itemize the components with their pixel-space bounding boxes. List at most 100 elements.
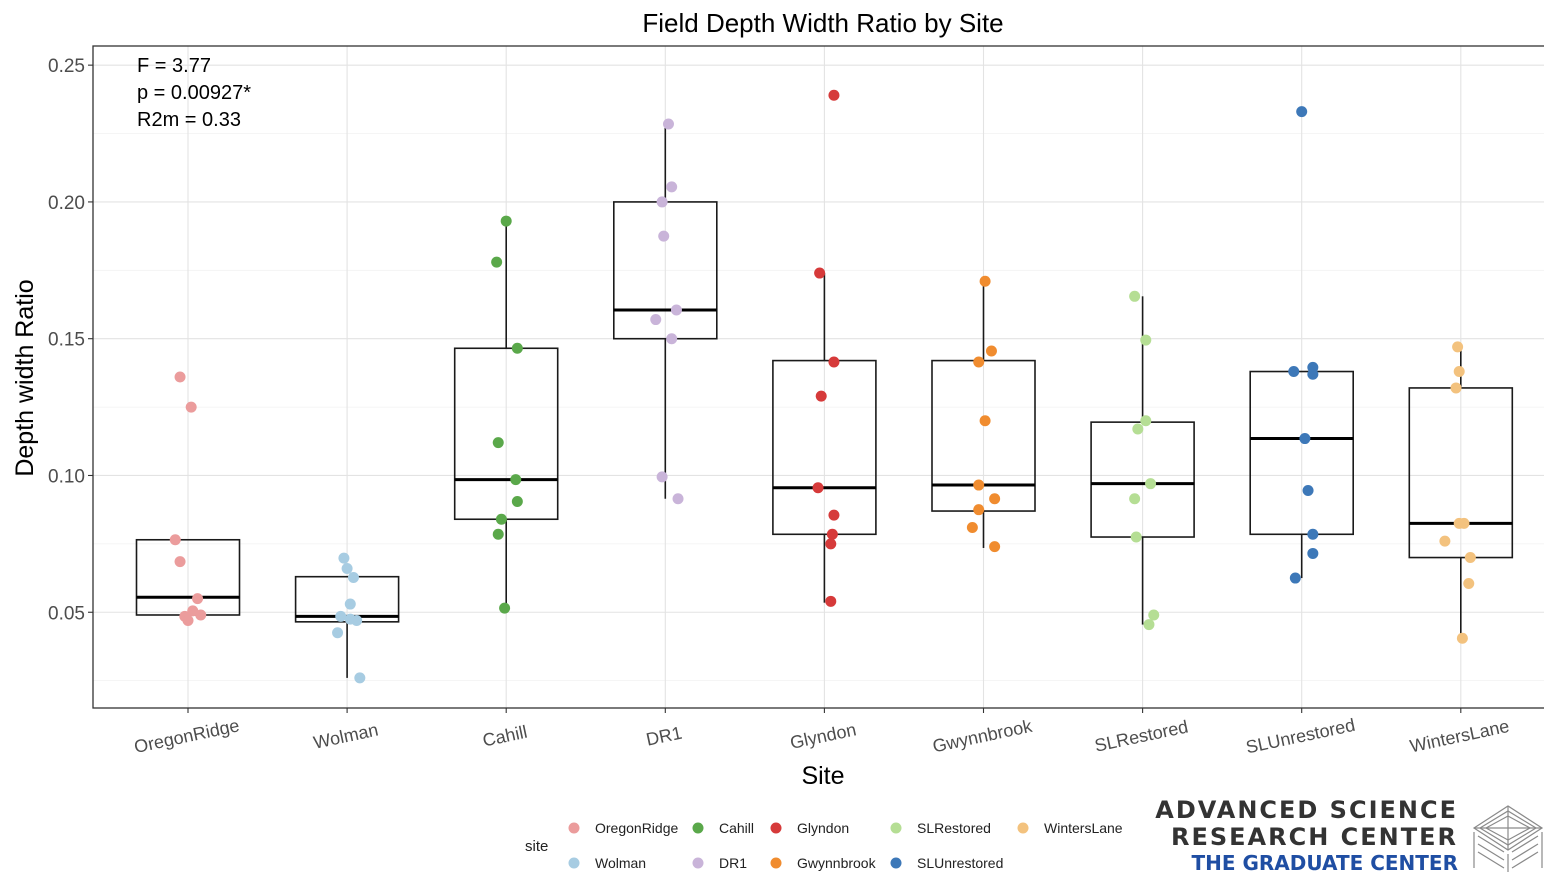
legend-title: site: [525, 838, 548, 855]
data-point: [828, 356, 840, 368]
data-point: [1452, 341, 1464, 353]
legend-item-Cahill: Cahill: [692, 820, 754, 836]
data-point: [1132, 423, 1144, 435]
y-tick-label: 0.15: [48, 330, 85, 351]
data-point: [1439, 535, 1451, 547]
data-point: [1145, 478, 1157, 490]
y-tick-label: 0.05: [48, 603, 85, 624]
data-point: [1464, 552, 1476, 564]
y-axis-label: Depth width Ratio: [11, 279, 39, 476]
data-point: [812, 482, 824, 494]
y-tick-label: 0.25: [48, 56, 85, 77]
data-point: [1289, 572, 1301, 584]
grid-lines: [93, 46, 1544, 708]
data-point: [169, 534, 181, 546]
data-point: [335, 610, 347, 622]
data-point: [341, 562, 353, 574]
x-axis-label: Site: [801, 762, 844, 790]
x-tick-label: Glyndon: [788, 719, 858, 753]
data-point: [1288, 366, 1300, 378]
box-Glyndon: [772, 273, 877, 603]
data-point: [989, 541, 1001, 553]
data-point: [185, 401, 197, 413]
legend-label: SLUnrestored: [917, 855, 1003, 871]
legend-label: Wolman: [595, 855, 646, 871]
legend-swatch: [568, 822, 580, 834]
asrc-logo: ADVANCED SCIENCE RESEARCH CENTER THE GRA…: [1155, 796, 1544, 875]
data-point: [1140, 415, 1152, 427]
legend-item-OregonRidge: OregonRidge: [568, 820, 678, 836]
data-point: [338, 552, 350, 564]
data-point: [814, 267, 826, 279]
x-tick-label: SLRestored: [1093, 716, 1190, 755]
logo-text-line2: RESEARCH CENTER: [1170, 823, 1458, 851]
data-point: [510, 474, 522, 486]
data-point: [1140, 334, 1152, 346]
data-point: [1129, 493, 1141, 505]
data-point: [1130, 531, 1142, 543]
legend-label: WintersLane: [1044, 820, 1123, 836]
legend-label: SLRestored: [917, 820, 991, 836]
data-point: [492, 437, 504, 449]
y-tick-label: 0.10: [48, 466, 85, 487]
data-point: [1307, 368, 1319, 380]
x-axis-ticks: OregonRidge Wolman Cahill DR1 Glyndon Gwynnbr…: [132, 708, 1511, 757]
stat-r2m-value: R2m = 0.33: [137, 109, 241, 131]
data-point: [195, 609, 207, 621]
legend-label: DR1: [719, 855, 747, 871]
data-point: [656, 196, 668, 208]
data-point: [1302, 485, 1314, 497]
legend-item-Glyndon: Glyndon: [770, 820, 849, 836]
chart-title: Field Depth Width Ratio by Site: [642, 8, 1003, 38]
data-point: [174, 371, 186, 383]
data-point: [828, 89, 840, 101]
data-point: [495, 513, 507, 525]
data-point: [344, 598, 356, 610]
logo-text-line1: ADVANCED SCIENCE: [1155, 796, 1458, 824]
logo-text-line3: THE GRADUATE CENTER: [1191, 851, 1458, 875]
data-point: [1129, 290, 1141, 302]
x-tick-label: Gwynnbrook: [931, 716, 1035, 757]
x-tick-label: WintersLane: [1408, 716, 1511, 757]
legend-item-WintersLane: WintersLane: [1017, 820, 1123, 836]
legend-label: Gwynnbrook: [797, 855, 877, 871]
data-point: [499, 602, 511, 614]
box-DR1: [612, 123, 718, 499]
data-point: [1456, 632, 1468, 644]
data-point: [1307, 528, 1319, 540]
data-point: [815, 390, 827, 402]
data-point: [1450, 382, 1462, 394]
legend-swatch: [770, 822, 782, 834]
data-point: [672, 493, 684, 505]
legend-label: OregonRidge: [595, 820, 678, 836]
box-iqr: [772, 359, 877, 536]
data-point: [192, 593, 204, 605]
data-point: [979, 415, 991, 427]
x-tick-label: DR1: [644, 723, 683, 750]
data-point: [174, 556, 186, 568]
data-point: [491, 256, 503, 268]
data-point: [182, 614, 194, 626]
data-point: [826, 528, 838, 540]
data-point: [670, 304, 682, 316]
legend-item-Gwynnbrook: Gwynnbrook: [770, 855, 877, 871]
point-layer: [169, 89, 1476, 684]
box-iqr: [1249, 370, 1354, 536]
data-point: [966, 521, 978, 533]
data-point: [351, 614, 363, 626]
legend-swatch: [568, 857, 580, 869]
data-point: [511, 342, 523, 354]
plot-panel-border: [92, 45, 1544, 709]
legend-swatch: [692, 857, 704, 869]
data-point: [1296, 106, 1308, 118]
stat-p-value: p = 0.00927*: [137, 82, 251, 104]
data-point: [658, 230, 670, 242]
legend-swatch: [692, 822, 704, 834]
data-point: [973, 356, 985, 368]
x-tick-label: SLUnrestored: [1244, 715, 1357, 758]
data-point: [828, 509, 840, 521]
x-tick-label: Cahill: [481, 722, 529, 751]
x-tick-label: Wolman: [312, 720, 380, 753]
data-point: [825, 538, 837, 550]
